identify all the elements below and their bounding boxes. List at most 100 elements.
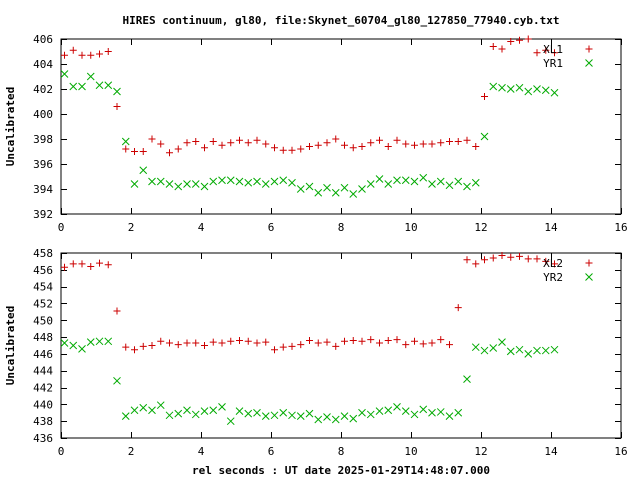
data-point xyxy=(104,48,112,55)
chart-panel-1: HIRES continuum, gl80, file:Skynet_60704… xyxy=(4,14,628,234)
data-point xyxy=(78,82,86,91)
data-point xyxy=(209,177,218,186)
data-point xyxy=(358,143,366,150)
data-point xyxy=(446,341,453,349)
data-point xyxy=(516,36,523,44)
data-point xyxy=(279,176,288,185)
data-point xyxy=(271,144,278,152)
data-point xyxy=(201,144,208,152)
data-point xyxy=(436,177,445,186)
data-point xyxy=(366,410,375,419)
data-point xyxy=(201,342,208,349)
x-tick-label: 14 xyxy=(544,221,558,234)
data-point xyxy=(253,177,261,186)
data-point xyxy=(332,135,340,143)
data-point xyxy=(95,81,104,90)
data-point xyxy=(393,176,401,185)
data-point xyxy=(270,177,279,186)
series-YR1 xyxy=(60,70,559,198)
data-point xyxy=(340,183,349,192)
data-point xyxy=(524,350,533,358)
data-point xyxy=(209,338,217,346)
x-tick-label: 10 xyxy=(404,221,417,234)
y-tick-label: 404 xyxy=(33,58,53,71)
data-point xyxy=(297,145,305,153)
y-tick-label: 398 xyxy=(33,133,53,146)
data-point xyxy=(376,136,383,144)
y-tick-label: 394 xyxy=(33,183,53,196)
data-point xyxy=(61,51,68,59)
data-point xyxy=(253,408,261,417)
data-point xyxy=(428,408,436,417)
data-point xyxy=(121,137,130,146)
data-point xyxy=(384,406,393,415)
data-point xyxy=(533,255,541,263)
data-point xyxy=(323,338,331,346)
data-point xyxy=(148,406,156,415)
data-point xyxy=(533,85,541,93)
legend-label: YR1 xyxy=(543,57,563,70)
y-tick-label: 454 xyxy=(33,281,53,294)
data-point xyxy=(253,339,261,347)
data-point xyxy=(401,176,410,185)
data-point xyxy=(428,339,436,347)
legend-marker xyxy=(585,59,593,67)
data-point xyxy=(166,339,173,347)
data-point xyxy=(507,253,515,261)
data-point xyxy=(340,412,349,420)
data-point xyxy=(270,411,279,420)
data-point xyxy=(113,87,121,96)
data-point xyxy=(349,190,358,198)
y-tick-label: 436 xyxy=(33,432,53,445)
data-point xyxy=(271,346,278,354)
data-point xyxy=(367,336,375,344)
data-point xyxy=(104,261,112,269)
data-point xyxy=(314,141,322,149)
data-point xyxy=(358,337,366,345)
data-point xyxy=(279,408,288,417)
data-point xyxy=(226,176,235,185)
data-point xyxy=(60,70,69,78)
data-point xyxy=(489,254,497,262)
series-YR2 xyxy=(60,337,559,426)
data-point xyxy=(139,148,147,155)
data-point xyxy=(384,143,392,150)
data-point xyxy=(261,180,270,188)
data-point xyxy=(113,103,121,110)
x-tick-label: 2 xyxy=(128,221,135,234)
x-tick-label: 12 xyxy=(474,445,487,458)
data-point xyxy=(61,263,68,271)
data-point xyxy=(323,139,331,147)
legend-label: XL2 xyxy=(543,257,563,270)
data-point xyxy=(542,46,550,54)
data-point xyxy=(165,180,174,188)
x-tick-label: 8 xyxy=(338,221,345,234)
data-point xyxy=(507,38,515,45)
data-point xyxy=(341,337,348,345)
y-tick-label: 406 xyxy=(33,33,53,46)
data-point xyxy=(480,132,489,141)
data-point xyxy=(148,177,156,186)
data-point xyxy=(454,408,463,417)
y-tick-label: 396 xyxy=(33,158,53,171)
data-point xyxy=(515,83,524,92)
data-point xyxy=(384,180,393,188)
data-point xyxy=(384,336,392,344)
x-tick-label: 4 xyxy=(198,221,205,234)
data-point xyxy=(139,403,148,412)
data-point xyxy=(95,337,104,346)
data-point xyxy=(402,140,410,148)
data-point xyxy=(227,337,235,345)
data-point xyxy=(122,343,130,351)
series-XL2 xyxy=(61,252,558,354)
chart-title: HIRES continuum, gl80, file:Skynet_60704… xyxy=(122,14,559,27)
data-point xyxy=(306,336,313,344)
data-point xyxy=(183,406,191,415)
data-point xyxy=(366,180,375,188)
data-point xyxy=(244,409,253,418)
data-point xyxy=(69,46,77,54)
x-tick-label: 8 xyxy=(338,445,345,458)
y-tick-label: 448 xyxy=(33,331,53,344)
